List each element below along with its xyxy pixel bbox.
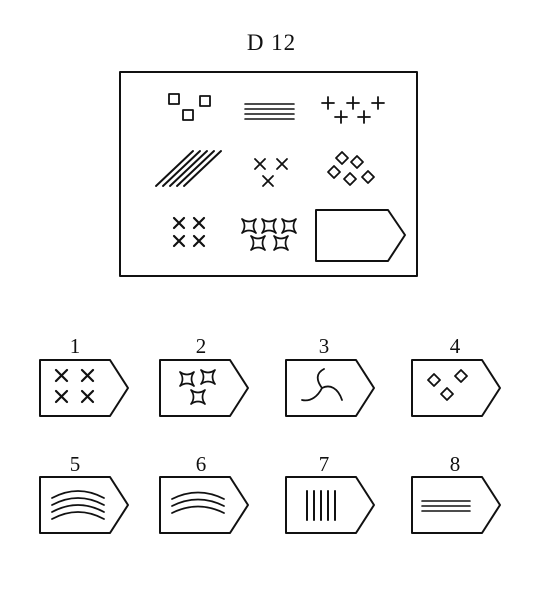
matrix-cell-r3c3-answer-slot xyxy=(315,209,406,262)
matrix-cell-r1c1-squares xyxy=(168,93,211,121)
option-1-card[interactable] xyxy=(39,359,129,417)
option-6-card[interactable] xyxy=(159,476,249,534)
option-8-number: 8 xyxy=(449,452,461,476)
matrix-cell-r1c3-plus-signs xyxy=(321,96,385,124)
matrix-cell-r2c3-diamonds xyxy=(327,151,375,186)
option-3-card[interactable] xyxy=(285,359,375,417)
option-5-figure-arcs xyxy=(51,490,105,520)
option-7-number: 7 xyxy=(318,452,330,476)
option-8-card[interactable] xyxy=(411,476,501,534)
option-7-card[interactable] xyxy=(285,476,375,534)
matrix-cell-r3c2-concave-stars xyxy=(241,218,297,251)
matrix-frame xyxy=(119,71,418,277)
option-8-figure-horizontal-lines xyxy=(421,500,471,512)
matrix-cell-r3c1-crosses xyxy=(172,216,206,248)
option-4-number: 4 xyxy=(449,334,461,358)
option-5-card[interactable] xyxy=(39,476,129,534)
option-7-figure-vertical-lines xyxy=(306,490,336,521)
option-1-number: 1 xyxy=(69,334,81,358)
option-2-figure-concave-stars xyxy=(179,369,216,405)
option-1-figure-crosses xyxy=(54,368,95,404)
option-6-figure-arcs xyxy=(171,491,225,514)
option-2-card[interactable] xyxy=(159,359,249,417)
option-4-card[interactable] xyxy=(411,359,501,417)
option-5-number: 5 xyxy=(69,452,81,476)
matrix-cell-r2c1-diagonal-lines xyxy=(155,150,222,187)
matrix-cell-r1c2-horizontal-lines xyxy=(244,103,295,120)
option-2-number: 2 xyxy=(195,334,207,358)
option-3-figure-curved-arms xyxy=(301,368,343,402)
matrix-cell-r2c2-crosses xyxy=(254,158,288,187)
option-6-number: 6 xyxy=(195,452,207,476)
puzzle-title: D 12 xyxy=(246,30,297,55)
option-3-number: 3 xyxy=(318,334,330,358)
option-4-figure-diamonds xyxy=(427,369,468,401)
